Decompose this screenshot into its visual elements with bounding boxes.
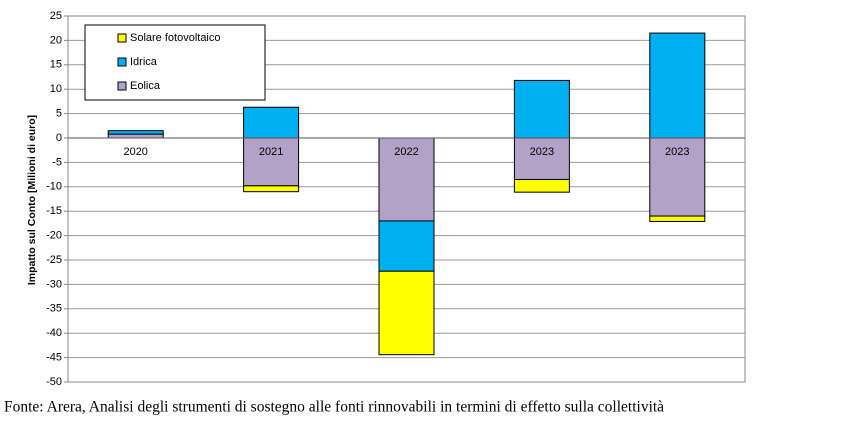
bar-segment bbox=[513, 79, 570, 139]
bar-segment bbox=[243, 137, 300, 187]
y-tick-label: -50 bbox=[46, 376, 62, 388]
bar-segment bbox=[243, 106, 300, 139]
category-label: 2020 bbox=[123, 146, 147, 158]
bar-segment bbox=[513, 137, 570, 180]
y-tick-label: 0 bbox=[56, 132, 62, 144]
legend-swatch bbox=[117, 81, 127, 91]
bar-segment bbox=[378, 270, 435, 356]
source-note: Fonte: Arera, Analisi degli strumenti di… bbox=[4, 399, 664, 416]
y-axis-label: Impatto sul Conto [Milioni di euro] bbox=[26, 115, 38, 285]
bar-segment bbox=[378, 220, 435, 272]
category-label: 2021 bbox=[259, 146, 283, 158]
legend-box bbox=[84, 24, 266, 101]
y-tick-label: -10 bbox=[46, 181, 62, 193]
y-tick-label: 10 bbox=[50, 83, 62, 95]
y-tick-label: -40 bbox=[46, 327, 62, 339]
bar-segment bbox=[107, 130, 164, 135]
y-tick-label: -20 bbox=[46, 230, 62, 242]
plot-frame bbox=[67, 15, 746, 383]
bar-segment bbox=[243, 185, 300, 193]
legend-swatch bbox=[117, 33, 127, 43]
bar-segment bbox=[649, 215, 706, 222]
category-label: 2022 bbox=[394, 146, 418, 158]
y-tick-label: 5 bbox=[56, 108, 62, 120]
legend-label: Eolica bbox=[130, 80, 161, 92]
y-tick-label: -15 bbox=[46, 205, 62, 217]
y-tick-label: -25 bbox=[46, 254, 62, 266]
category-label: 2023 bbox=[665, 146, 689, 158]
legend-label: Solare fotovoltaico bbox=[130, 32, 221, 44]
bar-segment bbox=[513, 178, 570, 193]
legend-label: Idrica bbox=[130, 56, 158, 68]
y-tick-label: 15 bbox=[50, 59, 62, 71]
y-tick-label: -30 bbox=[46, 278, 62, 290]
legend-swatch bbox=[117, 57, 127, 67]
y-tick-label: -35 bbox=[46, 303, 62, 315]
bar-segment bbox=[649, 32, 706, 139]
bar-segment bbox=[107, 133, 164, 139]
bar-segment bbox=[378, 137, 435, 222]
category-label: 2023 bbox=[530, 146, 554, 158]
y-tick-label: -45 bbox=[46, 352, 62, 364]
y-tick-label: 25 bbox=[50, 10, 62, 22]
y-tick-label: -5 bbox=[52, 156, 62, 168]
y-tick-label: 20 bbox=[50, 34, 62, 46]
